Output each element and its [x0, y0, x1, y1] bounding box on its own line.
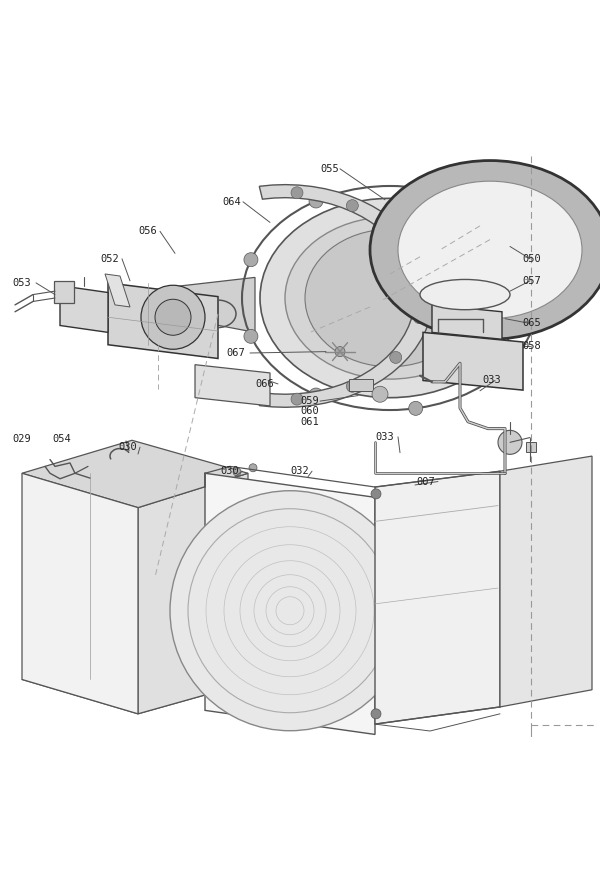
Text: 030: 030: [221, 466, 239, 476]
Circle shape: [233, 468, 241, 476]
Text: 050: 050: [523, 254, 541, 264]
Polygon shape: [375, 471, 500, 724]
Polygon shape: [195, 365, 270, 406]
Circle shape: [291, 393, 303, 405]
Text: 030: 030: [119, 442, 137, 452]
Text: 066: 066: [256, 379, 274, 389]
Text: 065: 065: [523, 319, 541, 328]
Circle shape: [335, 347, 345, 356]
Ellipse shape: [260, 198, 520, 398]
Circle shape: [409, 181, 422, 195]
Circle shape: [498, 430, 522, 454]
Circle shape: [531, 291, 545, 305]
Polygon shape: [432, 305, 502, 340]
Text: 067: 067: [227, 348, 245, 358]
Ellipse shape: [420, 279, 510, 310]
FancyBboxPatch shape: [349, 379, 373, 390]
Circle shape: [413, 268, 425, 280]
FancyBboxPatch shape: [526, 443, 536, 452]
Text: 052: 052: [101, 254, 119, 264]
Circle shape: [409, 402, 422, 416]
Circle shape: [346, 200, 358, 211]
Polygon shape: [105, 274, 130, 307]
Text: 053: 053: [13, 278, 31, 288]
Text: 029: 029: [13, 434, 31, 443]
Polygon shape: [423, 333, 523, 390]
Polygon shape: [138, 473, 248, 714]
Circle shape: [372, 386, 388, 402]
Text: 058: 058: [523, 341, 541, 351]
Text: 061: 061: [301, 416, 319, 427]
Polygon shape: [165, 278, 255, 333]
Circle shape: [244, 329, 258, 343]
Circle shape: [170, 491, 410, 731]
Circle shape: [244, 252, 258, 266]
Polygon shape: [60, 285, 108, 333]
Circle shape: [155, 299, 191, 335]
Ellipse shape: [285, 217, 495, 379]
Text: 060: 060: [301, 407, 319, 416]
Text: 057: 057: [523, 276, 541, 285]
Circle shape: [496, 363, 511, 377]
Polygon shape: [205, 473, 375, 734]
Circle shape: [390, 352, 402, 363]
Circle shape: [346, 381, 358, 392]
Circle shape: [141, 285, 205, 349]
Polygon shape: [500, 456, 592, 707]
Text: 055: 055: [320, 164, 340, 174]
Text: 064: 064: [223, 196, 241, 207]
Circle shape: [496, 219, 511, 233]
Text: 033: 033: [376, 432, 394, 442]
Polygon shape: [22, 650, 248, 714]
FancyBboxPatch shape: [54, 281, 74, 303]
Circle shape: [390, 229, 402, 240]
Circle shape: [249, 464, 257, 471]
Text: 056: 056: [139, 226, 157, 237]
Ellipse shape: [398, 182, 582, 319]
Polygon shape: [22, 440, 248, 507]
Text: 033: 033: [482, 375, 502, 386]
Circle shape: [371, 709, 381, 718]
Circle shape: [309, 388, 323, 402]
Circle shape: [413, 312, 425, 324]
Polygon shape: [259, 184, 433, 408]
Polygon shape: [108, 283, 218, 359]
Text: 059: 059: [301, 396, 319, 406]
Ellipse shape: [305, 230, 475, 367]
Circle shape: [309, 194, 323, 208]
Polygon shape: [22, 473, 138, 714]
Circle shape: [291, 187, 303, 199]
Text: 054: 054: [53, 434, 71, 443]
Text: 007: 007: [416, 477, 436, 486]
Text: 032: 032: [290, 466, 310, 476]
Ellipse shape: [370, 161, 600, 340]
Circle shape: [371, 489, 381, 498]
